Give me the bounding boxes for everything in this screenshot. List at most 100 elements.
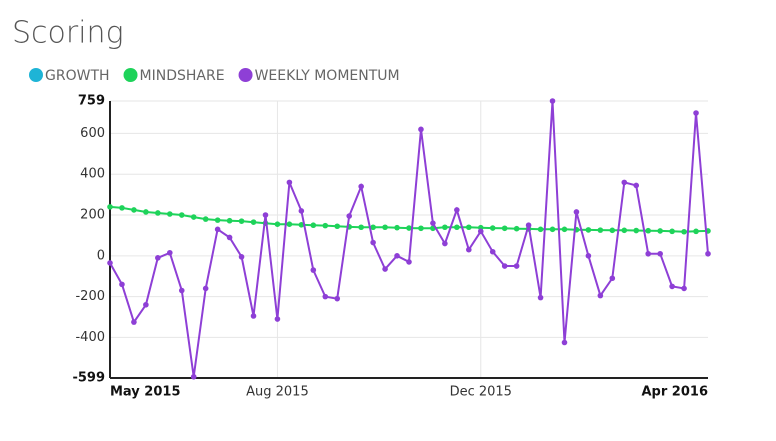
data-point	[657, 250, 663, 257]
data-point	[190, 373, 197, 380]
data-point	[382, 224, 388, 231]
legend-label: MINDSHARE	[140, 68, 225, 84]
x-tick-label: Aug 2015	[246, 385, 309, 400]
data-point	[537, 226, 544, 233]
legend-marker	[238, 68, 253, 82]
y-tick-label: 0	[97, 248, 105, 263]
data-point	[119, 281, 125, 288]
x-tick-label: Apr 2016	[642, 385, 709, 400]
data-point	[358, 224, 364, 231]
data-point	[501, 263, 508, 269]
data-point	[202, 216, 209, 222]
y-tick-label: -599	[72, 371, 105, 386]
data-point	[370, 224, 376, 231]
data-point	[549, 226, 556, 233]
data-point	[155, 255, 161, 261]
data-point	[226, 217, 233, 224]
data-point	[119, 205, 125, 211]
data-point	[334, 223, 341, 230]
y-tick-label: -400	[75, 330, 105, 345]
legend-marker	[29, 68, 43, 82]
data-point	[107, 204, 113, 210]
data-point	[370, 239, 376, 246]
data-point	[167, 249, 173, 256]
data-point	[454, 224, 460, 231]
data-point	[382, 266, 388, 272]
data-point	[442, 240, 448, 247]
data-point	[143, 301, 149, 308]
data-point	[310, 222, 317, 229]
data-point	[597, 227, 604, 233]
legend-label: WEEKLY MOMENTUM	[255, 68, 400, 84]
data-point	[669, 228, 675, 235]
data-point	[394, 253, 400, 259]
data-point	[406, 259, 412, 265]
data-point	[585, 253, 592, 259]
y-tick-label: 400	[80, 167, 105, 182]
data-point	[238, 218, 245, 224]
data-point	[286, 221, 293, 228]
data-point	[322, 222, 329, 229]
data-point	[537, 294, 544, 301]
data-point	[693, 228, 699, 235]
data-point	[202, 285, 209, 292]
data-point	[513, 263, 520, 269]
y-tick-label: 200	[80, 208, 105, 223]
data-point	[609, 275, 616, 282]
data-point	[167, 211, 173, 217]
data-point	[681, 228, 687, 235]
data-point	[178, 287, 185, 294]
data-point	[454, 207, 460, 213]
data-point	[322, 293, 329, 300]
data-point	[561, 339, 568, 346]
data-point	[466, 224, 472, 231]
data-point	[597, 292, 604, 299]
data-point	[693, 110, 699, 116]
data-point	[585, 227, 592, 233]
data-point	[621, 179, 628, 186]
data-point	[645, 250, 651, 257]
data-point	[394, 224, 400, 231]
data-point	[669, 283, 675, 290]
legend-marker	[123, 68, 138, 82]
chart-title: Scoring	[12, 16, 124, 51]
data-point	[406, 225, 412, 231]
data-point	[430, 220, 436, 226]
data-point	[525, 222, 532, 229]
data-point	[501, 225, 508, 232]
data-point	[466, 246, 472, 253]
data-point	[286, 179, 293, 186]
data-point	[274, 316, 281, 322]
data-point	[107, 260, 113, 266]
data-point	[477, 228, 484, 235]
data-point	[250, 313, 257, 319]
data-point	[573, 209, 580, 215]
data-point	[334, 295, 341, 302]
data-point	[214, 226, 221, 233]
data-point	[226, 234, 233, 241]
data-point	[609, 227, 616, 234]
data-point	[250, 219, 257, 225]
data-point	[645, 227, 651, 234]
data-point	[489, 248, 496, 255]
y-tick-label: 759	[78, 94, 105, 109]
data-point	[346, 213, 353, 219]
x-tick-label: May 2015	[110, 385, 181, 400]
data-point	[489, 225, 496, 231]
series-line	[109, 100, 709, 377]
data-point	[633, 227, 640, 234]
y-tick-label: 600	[80, 126, 105, 141]
y-tick-label: -200	[75, 289, 105, 304]
data-point	[298, 208, 305, 214]
data-point	[155, 210, 161, 216]
data-point	[178, 212, 185, 218]
data-point	[633, 182, 640, 189]
data-point	[143, 209, 149, 215]
data-point	[310, 267, 317, 273]
data-point	[442, 224, 448, 231]
data-point	[513, 225, 520, 232]
data-point	[131, 207, 137, 213]
data-point	[298, 222, 305, 228]
data-point	[274, 221, 281, 228]
data-point	[262, 212, 269, 218]
